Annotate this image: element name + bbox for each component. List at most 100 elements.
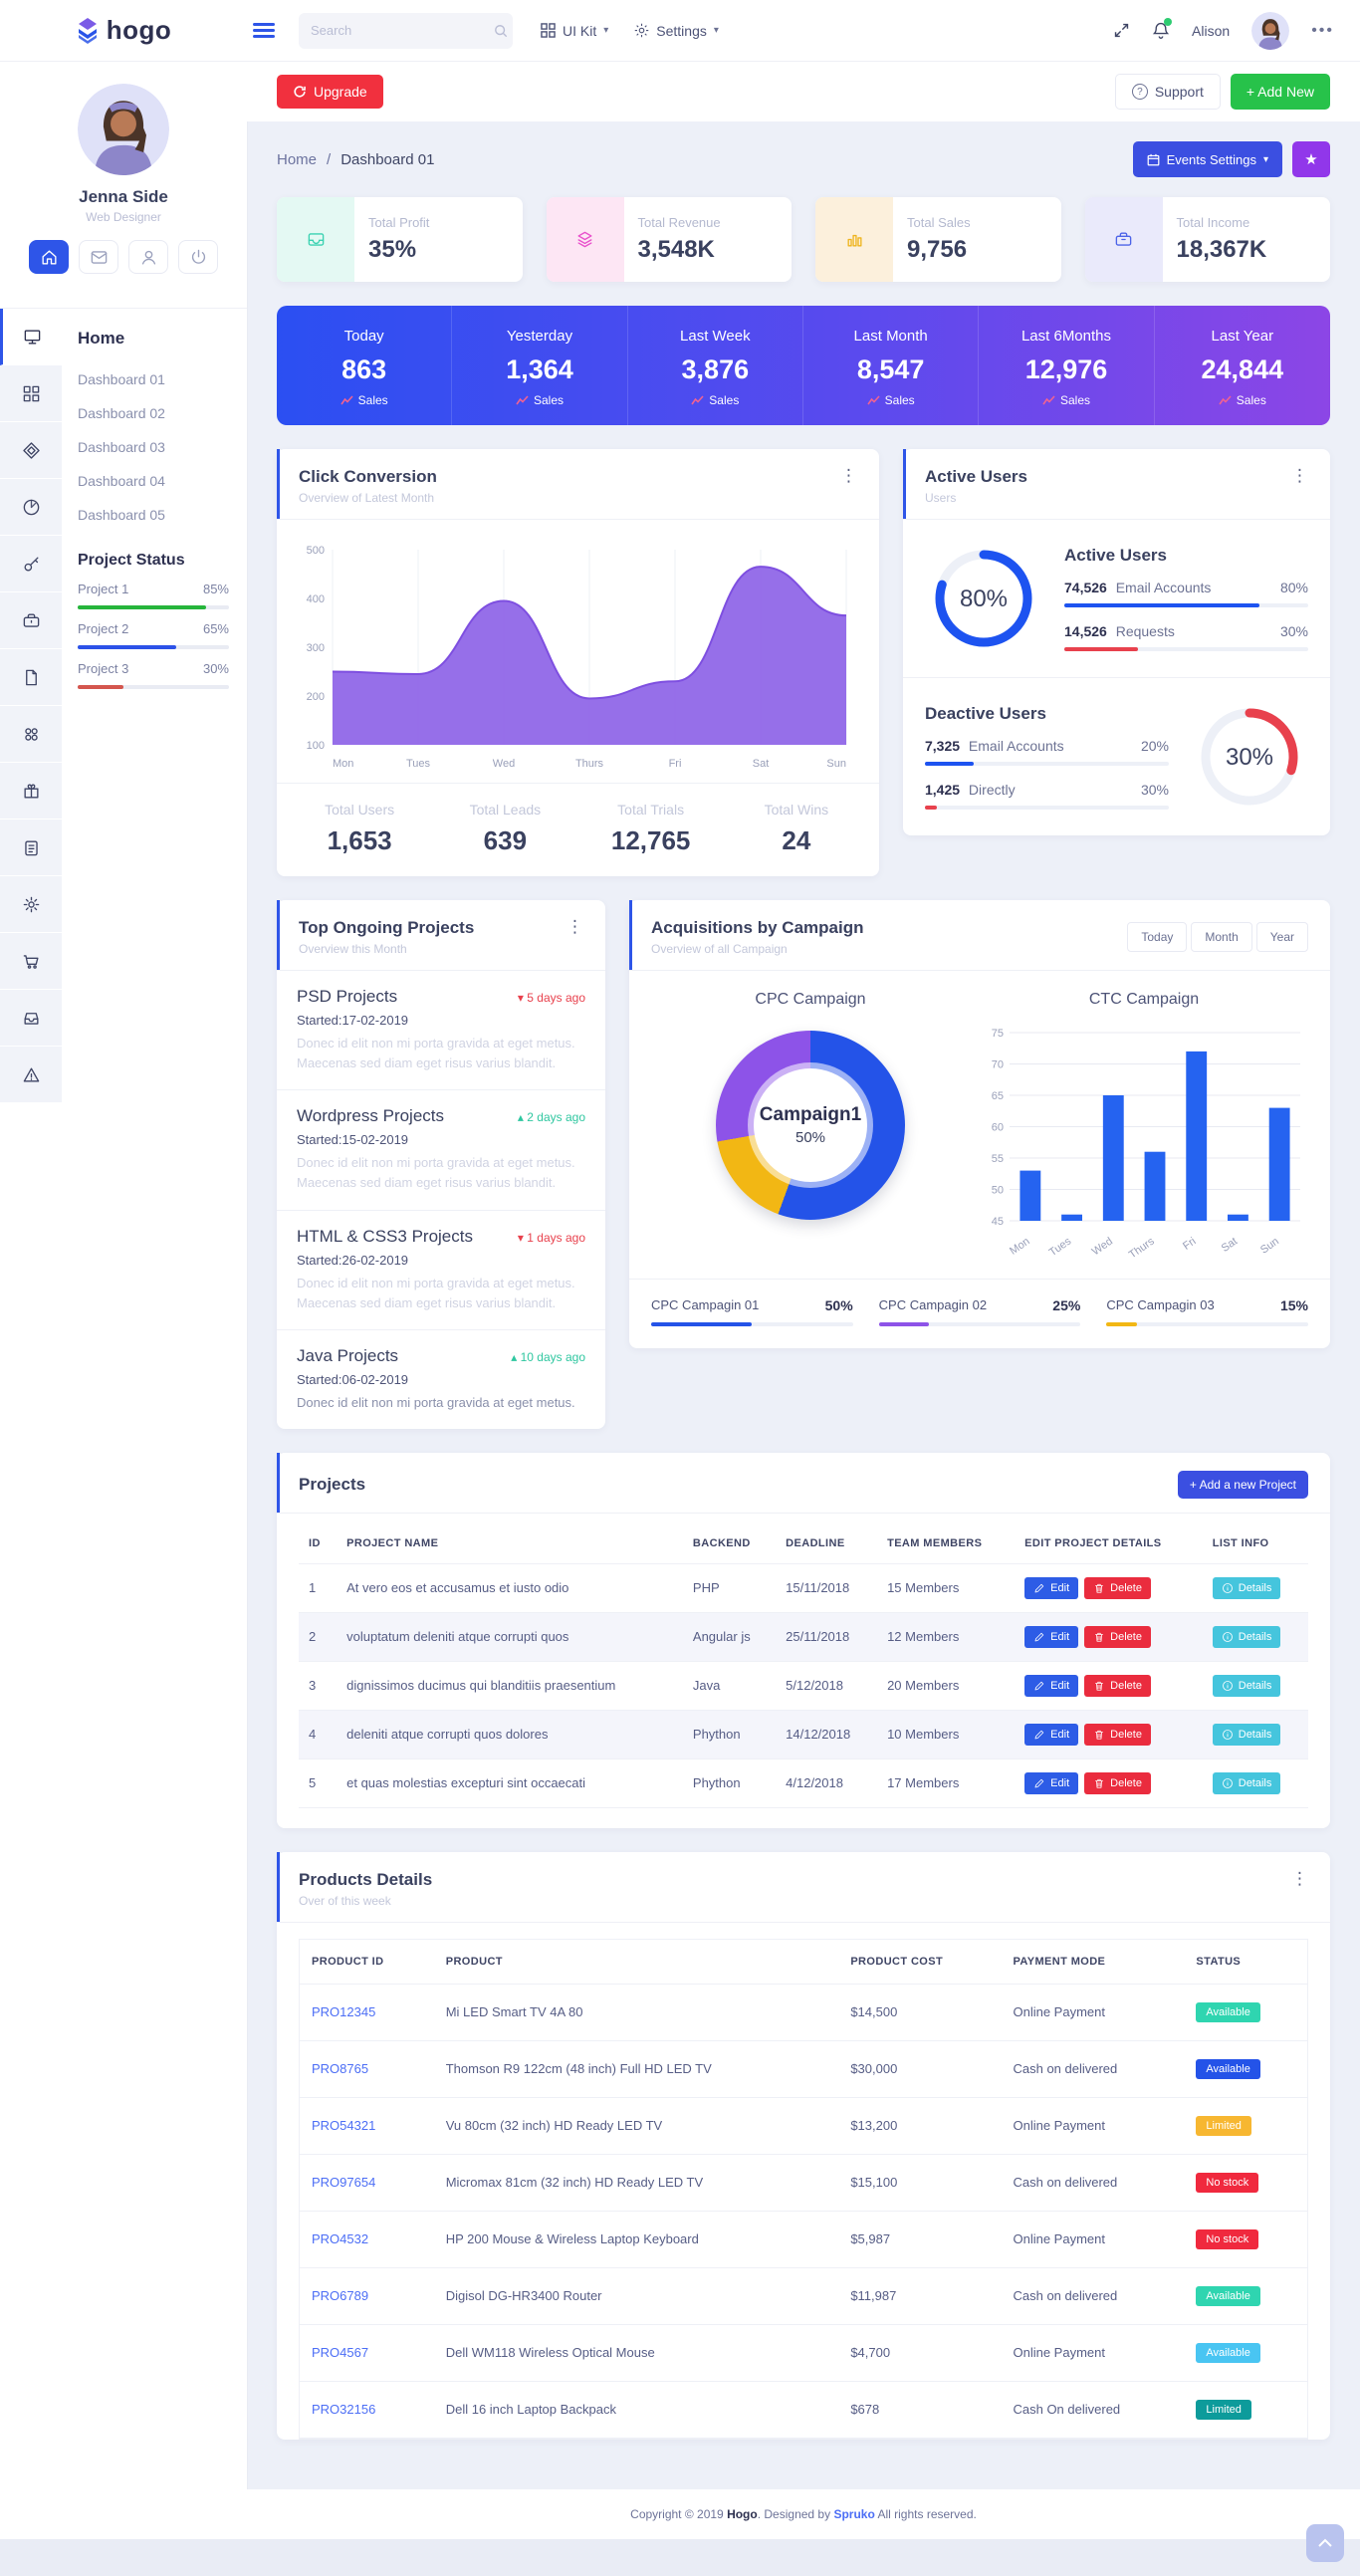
svg-text:55: 55: [992, 1153, 1004, 1165]
details-button[interactable]: Details: [1212, 1576, 1281, 1599]
delete-button[interactable]: Delete: [1084, 1625, 1151, 1648]
rail-item-grid[interactable]: [0, 365, 62, 422]
profile-avatar[interactable]: [78, 84, 169, 175]
monitor-icon: [23, 328, 42, 347]
rail-item-gift[interactable]: [0, 763, 62, 820]
product-id-link[interactable]: PRO8765: [300, 2040, 434, 2098]
expand-icon[interactable]: [1113, 22, 1130, 39]
svg-text:30%: 30%: [1226, 744, 1273, 771]
ongoing-project-item[interactable]: HTML & CSS3 Projects ▾ 1 days ago Starte…: [277, 1211, 605, 1330]
question-icon: ?: [1131, 84, 1148, 100]
filter-month[interactable]: Month: [1191, 922, 1252, 952]
rail-item-briefcase[interactable]: [0, 592, 62, 649]
bell-icon[interactable]: [1152, 18, 1173, 40]
product-id-link[interactable]: PRO54321: [300, 2097, 434, 2155]
product-id-link[interactable]: PRO32156: [300, 2381, 434, 2439]
edit-button[interactable]: Edit: [1024, 1723, 1079, 1746]
sidebar-item-dashboard-02[interactable]: Dashboard 02: [78, 405, 165, 421]
delete-button[interactable]: Delete: [1084, 1771, 1151, 1794]
grid-icon: [541, 23, 556, 38]
clipboard-icon: [22, 838, 41, 857]
delete-button[interactable]: Delete: [1084, 1576, 1151, 1599]
sidebar-item-dashboard-03[interactable]: Dashboard 03: [78, 439, 165, 455]
users-section: 80% Active Users 74,526 Email Accounts 80%…: [903, 520, 1330, 677]
rail-item-gem[interactable]: [0, 422, 62, 479]
more-icon[interactable]: •••: [1311, 21, 1334, 39]
kebab-menu-icon[interactable]: ⋮: [840, 466, 857, 485]
rail-item-cart[interactable]: [0, 933, 62, 990]
product-name: HP 200 Mouse & Wireless Laptop Keyboard: [433, 2211, 839, 2268]
key-icon: [22, 555, 41, 574]
edit-button[interactable]: Edit: [1024, 1674, 1079, 1697]
add-project-button[interactable]: + Add a new Project: [1177, 1470, 1308, 1499]
nav-settings[interactable]: Settings ▾: [634, 23, 719, 39]
sidebar-item-dashboard-04[interactable]: Dashboard 04: [78, 473, 165, 489]
kebab-menu-icon[interactable]: ⋮: [567, 917, 583, 936]
rail-item-monitor[interactable]: [0, 309, 62, 365]
hamburger-icon[interactable]: [253, 20, 275, 41]
delete-button[interactable]: Delete: [1084, 1723, 1151, 1746]
kebab-menu-icon[interactable]: ⋮: [1291, 1868, 1308, 1888]
filter-today[interactable]: Today: [1127, 922, 1188, 952]
profile-action-user[interactable]: [128, 240, 168, 274]
edit-button[interactable]: Edit: [1024, 1625, 1079, 1648]
search-icon[interactable]: [494, 24, 508, 38]
project-status-item: Project 2 65%: [78, 621, 229, 649]
rail-item-warning[interactable]: [0, 1047, 62, 1103]
product-cost: $14,500: [838, 1984, 1002, 2041]
breadcrumb-home[interactable]: Home: [277, 150, 318, 168]
profile-action-mail[interactable]: [79, 240, 118, 274]
rail-item-clover[interactable]: [0, 706, 62, 763]
product-id-link[interactable]: PRO6789: [300, 2267, 434, 2325]
cpc-campaign-donut-section: CPC Campaign Campaign1 50%: [651, 991, 970, 1257]
rail-item-disc[interactable]: [0, 479, 62, 536]
edit-button[interactable]: Edit: [1024, 1771, 1079, 1794]
avatar[interactable]: [1251, 11, 1290, 50]
product-id-link[interactable]: PRO4567: [300, 2324, 434, 2382]
product-id-link[interactable]: PRO12345: [300, 1984, 434, 2041]
footer-brand-hogo[interactable]: Hogo: [727, 2506, 758, 2521]
events-settings-button[interactable]: Events Settings ▾: [1132, 141, 1282, 177]
delete-button[interactable]: Delete: [1084, 1674, 1151, 1697]
scroll-to-top-button[interactable]: [1306, 2524, 1344, 2562]
project-description: Donec id elit non mi porta gravida at eg…: [297, 1036, 575, 1071]
menu-section-home[interactable]: Home: [78, 329, 125, 348]
chevron-up-icon: [1317, 2538, 1333, 2548]
product-id-link[interactable]: PRO4532: [300, 2211, 434, 2268]
footer-brand-spruko[interactable]: Spruko: [833, 2506, 875, 2521]
details-button[interactable]: Details: [1212, 1625, 1281, 1648]
profile-action-home[interactable]: [29, 240, 69, 274]
rail-item-clipboard[interactable]: [0, 820, 62, 876]
ongoing-project-item[interactable]: PSD Projects ▾ 5 days ago Started:17-02-…: [277, 971, 605, 1091]
svg-text:Tues: Tues: [406, 758, 431, 770]
search-input[interactable]: [311, 23, 486, 38]
product-id-link[interactable]: PRO97654: [300, 2154, 434, 2212]
period-filter-group: Today Month Year: [1127, 922, 1308, 952]
edit-button[interactable]: Edit: [1024, 1576, 1079, 1599]
column-header: PAYMENT MODE: [1001, 1939, 1185, 1985]
sidebar-item-dashboard-05[interactable]: Dashboard 05: [78, 507, 165, 523]
add-new-button[interactable]: + Add New: [1230, 74, 1330, 110]
details-button[interactable]: Details: [1212, 1674, 1281, 1697]
details-button[interactable]: Details: [1212, 1771, 1281, 1794]
details-button[interactable]: Details: [1212, 1723, 1281, 1746]
kebab-menu-icon[interactable]: ⋮: [1291, 466, 1308, 485]
logo[interactable]: hogo: [0, 15, 247, 46]
info-icon: [1222, 1777, 1234, 1789]
profile-action-power[interactable]: [178, 240, 218, 274]
favorite-button[interactable]: ★: [1292, 141, 1330, 177]
filter-year[interactable]: Year: [1255, 922, 1308, 952]
sidebar-item-dashboard-01[interactable]: Dashboard 01: [78, 371, 165, 387]
nav-ui-kit[interactable]: UI Kit ▾: [541, 23, 608, 39]
rail-item-key[interactable]: [0, 536, 62, 592]
rail-item-file[interactable]: [0, 649, 62, 706]
rail-item-inbox[interactable]: [0, 990, 62, 1047]
upgrade-button[interactable]: Upgrade: [277, 75, 383, 109]
sales-label: Sales: [884, 393, 915, 407]
gem-icon: [22, 441, 41, 460]
ongoing-project-item[interactable]: Wordpress Projects ▴ 2 days ago Started:…: [277, 1090, 605, 1211]
legend-percent: 25%: [1052, 1297, 1081, 1313]
rail-item-gear[interactable]: [0, 876, 62, 933]
ongoing-project-item[interactable]: Java Projects ▴ 10 days ago Started:06-0…: [277, 1330, 605, 1429]
support-button[interactable]: ? Support: [1114, 74, 1221, 110]
